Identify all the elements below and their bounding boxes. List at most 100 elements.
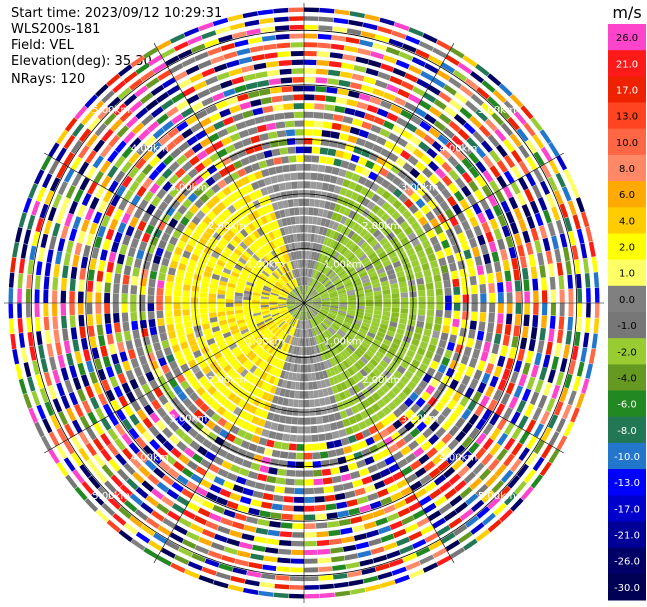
velocity-gate: [281, 442, 290, 450]
velocity-gate: [335, 354, 342, 364]
velocity-gate: [229, 444, 240, 454]
velocity-gate: [320, 235, 326, 245]
velocity-gate: [434, 281, 443, 289]
velocity-gate: [191, 381, 202, 391]
velocity-gate: [483, 341, 491, 353]
velocity-gate: [128, 166, 140, 179]
velocity-gate: [301, 303, 304, 312]
velocity-gate: [344, 217, 352, 227]
velocity-gate: [293, 310, 300, 318]
velocity-gate: [526, 435, 538, 450]
velocity-gate: [328, 377, 336, 386]
velocity-gate: [180, 380, 190, 390]
velocity-gate: [249, 45, 264, 53]
velocity-gate: [268, 167, 277, 176]
velocity-gate: [288, 271, 294, 280]
velocity-gate: [89, 336, 97, 349]
velocity-gate: [139, 319, 148, 329]
velocity-gate: [253, 287, 262, 292]
velocity-gate: [329, 358, 336, 367]
velocity-gate: [551, 235, 559, 250]
velocity-gate: [231, 271, 240, 278]
velocity-gate: [539, 461, 552, 477]
velocity-gate: [407, 380, 417, 391]
velocity-gate: [194, 226, 204, 236]
velocity-gate: [63, 168, 75, 183]
velocity-gate: [493, 261, 502, 273]
velocity-gate: [513, 385, 524, 399]
velocity-gate: [121, 146, 134, 159]
velocity-gate: [243, 225, 252, 235]
velocity-gate: [219, 280, 228, 287]
velocity-gate: [264, 484, 275, 492]
velocity-gate: [226, 472, 238, 482]
velocity-gate: [308, 346, 313, 355]
velocity-gate: [65, 474, 78, 489]
velocity-gate: [334, 393, 342, 403]
velocity-gate: [43, 276, 50, 290]
velocity-gate: [442, 272, 450, 281]
velocity-gate: [297, 337, 301, 347]
velocity-gate: [269, 303, 278, 305]
velocity-gate: [511, 149, 523, 164]
velocity-gate: [515, 291, 522, 303]
velocity-gate: [96, 324, 104, 336]
velocity-gate: [304, 77, 316, 83]
velocity-gate: [364, 456, 375, 466]
velocity-gate: [386, 330, 395, 338]
velocity-gate: [234, 39, 249, 48]
velocity-gate: [252, 307, 261, 312]
velocity-gate: [295, 470, 304, 477]
velocity-gate: [329, 309, 338, 314]
velocity-gate: [474, 339, 483, 350]
velocity-gate: [368, 152, 379, 162]
velocity-gate: [308, 251, 313, 260]
velocity-gate: [130, 357, 140, 369]
velocity-gate: [186, 265, 195, 274]
velocity-gate: [129, 137, 142, 150]
velocity-gate: [282, 287, 290, 294]
velocity-gate: [290, 216, 296, 225]
velocity-gate: [158, 394, 169, 406]
velocity-gate: [93, 170, 104, 184]
velocity-gate: [445, 228, 455, 239]
velocity-gate: [416, 421, 427, 432]
velocity-gate: [234, 303, 243, 307]
velocity-gate: [279, 236, 285, 246]
velocity-gate: [113, 103, 127, 116]
velocity-gate: [202, 438, 213, 449]
velocity-gate: [584, 317, 591, 333]
velocity-gate: [87, 325, 95, 337]
velocity-gate: [433, 353, 442, 363]
velocity-gate: [342, 482, 354, 490]
velocity-gate: [226, 290, 235, 296]
velocity-gate: [287, 199, 294, 208]
velocity-gate: [284, 284, 292, 292]
velocity-gate: [483, 253, 491, 265]
velocity-gate: [379, 167, 389, 178]
velocity-gate: [131, 400, 142, 412]
velocity-gate: [141, 114, 154, 126]
velocity-gate: [352, 339, 361, 347]
velocity-gate: [98, 335, 106, 347]
velocity-gate: [252, 490, 264, 499]
velocity-gate: [85, 385, 95, 399]
velocity-gate: [339, 303, 348, 306]
velocity-gate: [141, 363, 151, 374]
velocity-gate: [288, 7, 304, 13]
velocity-gate: [525, 452, 538, 467]
velocity-gate: [80, 219, 90, 233]
velocity-gate: [355, 265, 365, 272]
velocity-gate: [321, 297, 330, 301]
velocity-gate: [298, 303, 304, 310]
velocity-gate: [92, 437, 105, 452]
velocity-gate: [427, 199, 438, 210]
velocity-gate: [259, 465, 270, 473]
velocity-gate: [285, 182, 292, 190]
velocity-gate: [187, 238, 197, 247]
velocity-gate: [86, 133, 98, 148]
velocity-gate: [239, 274, 248, 281]
velocity-gate: [334, 492, 346, 501]
velocity-gate: [383, 160, 394, 170]
velocity-gate: [424, 481, 437, 493]
